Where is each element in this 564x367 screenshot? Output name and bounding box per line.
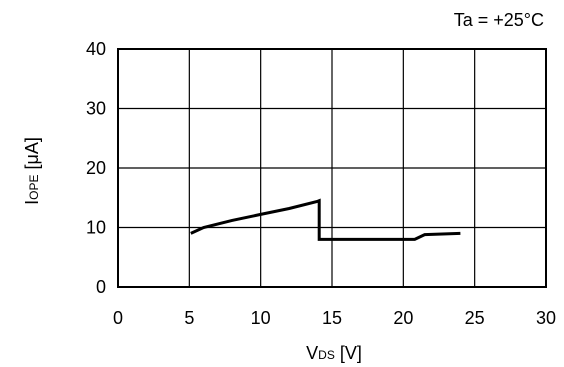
x-tick-labels: 0 5 10 15 20 25 30: [113, 308, 556, 328]
x-tick-label: 25: [465, 308, 485, 328]
x-tick-label: 5: [184, 308, 194, 328]
y-tick-label: 10: [86, 218, 106, 238]
y-tick-label: 30: [86, 99, 106, 119]
annotation: Ta = +25°C: [454, 10, 544, 30]
y-tick-label: 0: [96, 277, 106, 297]
x-tick-label: 15: [322, 308, 342, 328]
y-tick-label: 40: [86, 39, 106, 59]
series-line: [190, 198, 461, 241]
plot-frame: [117, 48, 547, 288]
x-tick-label: 10: [251, 308, 271, 328]
y-tick-labels: 0 10 20 30 40: [86, 39, 106, 297]
y-tick-label: 20: [86, 158, 106, 178]
x-axis-label: VDS [V]: [306, 343, 362, 363]
x-tick-label: 0: [113, 308, 123, 328]
series-layer: [190, 198, 461, 241]
grid: [118, 49, 546, 287]
x-tick-label: 30: [536, 308, 556, 328]
y-axis-label: IOPE [μA]: [22, 137, 42, 205]
x-tick-label: 20: [393, 308, 413, 328]
